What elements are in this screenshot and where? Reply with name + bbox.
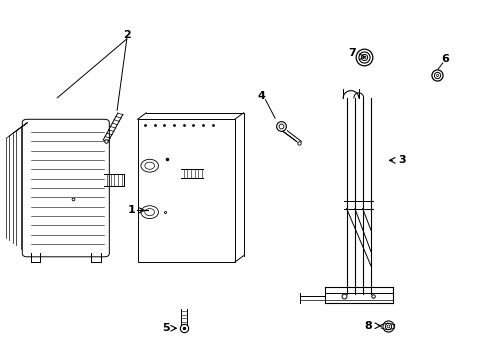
Text: 1: 1 [127,205,135,215]
Text: 8: 8 [364,321,371,331]
Text: 3: 3 [398,156,406,165]
Circle shape [141,206,158,219]
Text: 7: 7 [348,48,356,58]
Circle shape [141,159,158,172]
Circle shape [144,162,154,169]
Text: 4: 4 [257,91,265,101]
FancyBboxPatch shape [22,119,109,257]
Text: 6: 6 [440,54,448,64]
Text: 2: 2 [122,30,130,40]
Bar [137,119,234,262]
Text: 5: 5 [162,323,169,333]
Circle shape [144,208,154,216]
